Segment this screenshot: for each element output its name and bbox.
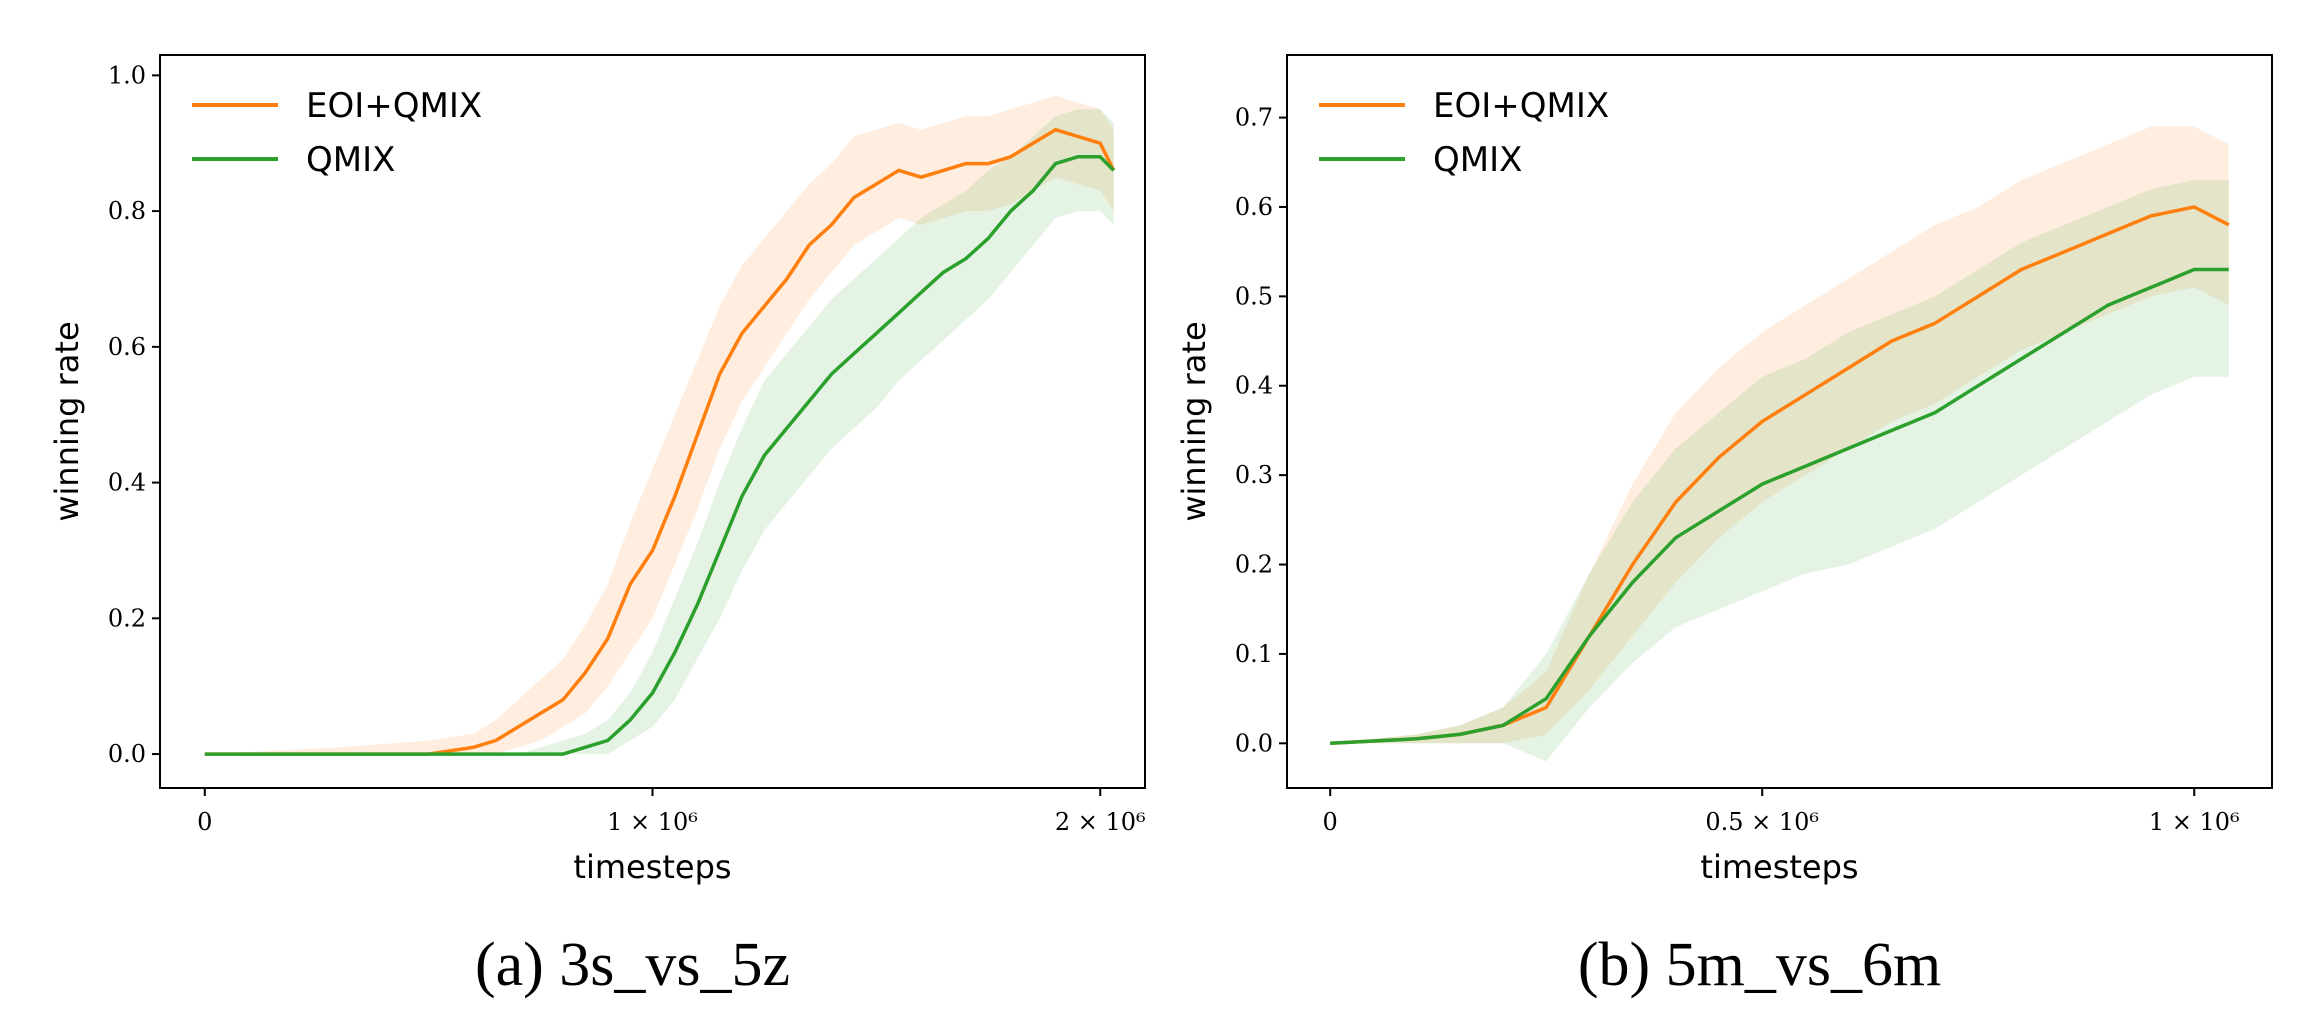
x-axis-label: timesteps — [573, 848, 731, 886]
y-tick-label: 0.2 — [108, 604, 146, 632]
x-tick-label: 1 × 10⁶ — [607, 808, 698, 836]
band-qmix — [1330, 180, 2229, 762]
chart-panel-b: 0 0.5 × 10⁶ 1 × 10⁶ 0.00.10.20.30.40.50.60… — [1175, 54, 2273, 999]
x-tick-label: 0 — [197, 808, 212, 836]
y-tick-label: 0.0 — [108, 740, 146, 768]
y-axis-ticks: 0.0 0.2 0.4 0.6 0.8 1.0 — [108, 61, 160, 768]
confidence-bands — [204, 95, 1114, 755]
plot-frame — [1286, 54, 2273, 789]
y-tick-label: 1.0 — [108, 61, 146, 89]
y-tick-label: 0.6 — [108, 333, 146, 361]
legend-label: QMIX — [306, 140, 395, 180]
y-axis-ticks: 0.0 0.1 0.2 0.3 0.4 0.5 0.6 0.7 — [1235, 104, 1287, 757]
y-axis-label: winning rate — [1175, 321, 1213, 521]
legend-label: EOI+QMIX — [1433, 86, 1609, 126]
y-axis-label: winning rate — [48, 321, 86, 521]
y-tick-label: 0.0 — [1235, 729, 1273, 757]
y-tick-label: 0.3 — [1235, 461, 1273, 489]
y-tick-label: 0.1 — [1235, 640, 1273, 668]
band-eoi-qmix — [204, 95, 1114, 755]
y-tick-label: 0.2 — [1235, 551, 1273, 579]
confidence-bands — [1330, 126, 2229, 762]
legend: EOI+QMIX QMIX — [1319, 86, 1609, 180]
x-axis-label: timesteps — [1700, 848, 1858, 886]
x-axis-ticks: 0 0.5 × 10⁶ 1 × 10⁶ — [1323, 788, 2240, 836]
series-line-qmix — [204, 155, 1115, 756]
legend-label: QMIX — [1433, 140, 1522, 180]
x-tick-label: 0.5 × 10⁶ — [1705, 808, 1819, 836]
series-line-qmix — [1330, 267, 2229, 746]
y-tick-label: 0.7 — [1235, 104, 1273, 132]
chart-panel-a: 0 1 × 10⁶ 2 × 10⁶ 0.0 0.2 0.4 0.6 0.8 1.0 times… — [48, 54, 1146, 999]
x-tick-label: 2 × 10⁶ — [1055, 808, 1146, 836]
caption-b: (b) 5m_vs_6m — [1578, 931, 1941, 999]
x-tick-label: 0 — [1323, 808, 1338, 836]
series-line-eoi-qmix — [204, 127, 1116, 756]
y-tick-label: 0.4 — [1235, 372, 1273, 400]
series-line-eoi-qmix — [1330, 205, 2230, 746]
x-axis-ticks: 0 1 × 10⁶ 2 × 10⁶ — [197, 788, 1146, 836]
band-qmix — [204, 109, 1114, 755]
y-tick-label: 0.8 — [108, 197, 146, 225]
caption-a: (a) 3s_vs_5z — [475, 931, 790, 999]
series-lines — [1330, 205, 2230, 746]
y-tick-label: 0.4 — [108, 469, 146, 497]
legend-label: EOI+QMIX — [306, 86, 482, 126]
x-tick-label: 1 × 10⁶ — [2149, 808, 2240, 836]
legend: EOI+QMIX QMIX — [192, 86, 482, 180]
series-lines — [204, 127, 1116, 756]
y-tick-label: 0.5 — [1235, 282, 1273, 310]
y-tick-label: 0.6 — [1235, 193, 1273, 221]
